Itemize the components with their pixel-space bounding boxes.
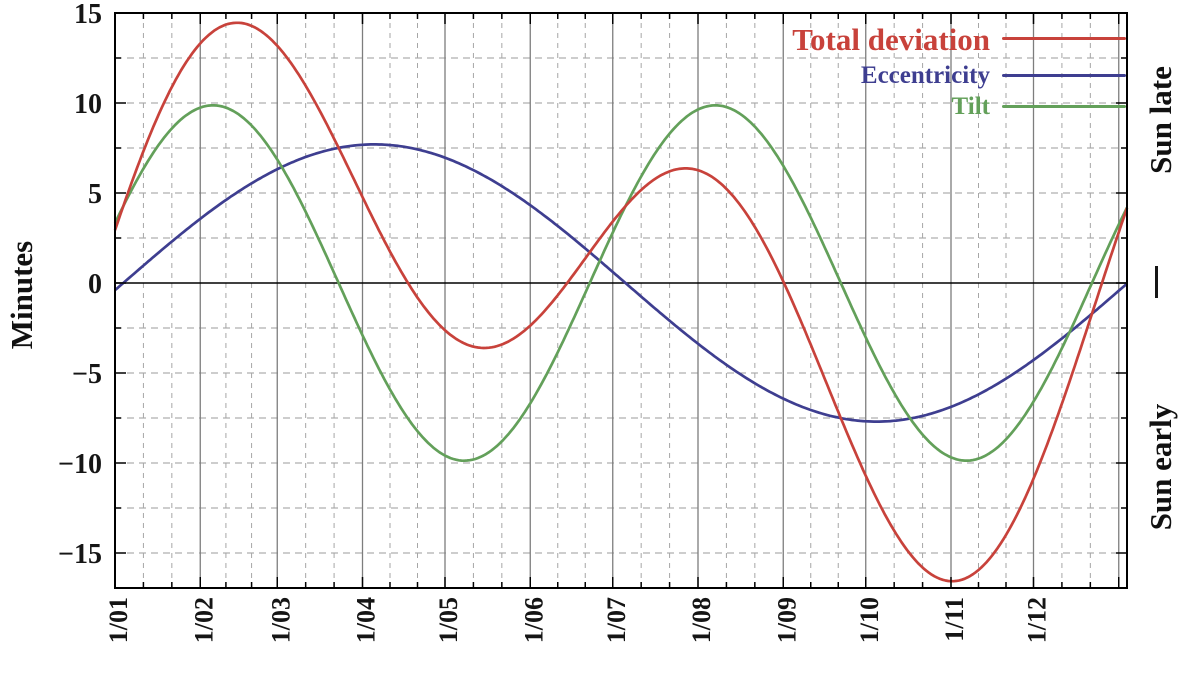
right-label-sun-early: Sun early [1143,403,1178,531]
y-tick-label: −10 [58,449,102,480]
x-tick-label: 1/11 [940,597,969,642]
right-axis-zero-tick [1155,266,1158,298]
y-tick-label: 5 [88,179,102,210]
x-tick-label: 1/08 [687,597,716,643]
x-tick-label: 1/07 [602,597,631,643]
y-tick-label: −15 [58,539,102,570]
series-line-total-deviation [113,21,1129,583]
legend-label-total-deviation: Total deviation [792,22,990,57]
y-tick-label: 0 [88,269,102,300]
series-line-tilt [113,103,1129,463]
y-tick-label: 15 [74,0,102,30]
y-tick-label: −5 [72,359,102,390]
legend-label-eccentricity: Eccentricity [860,62,990,89]
x-tick-labels: 1/01 1/02 1/03 1/04 1/05 1/06 1/07 1/08 1/09 1/10… [104,597,1052,643]
legend-line-tilt [1002,105,1126,108]
x-tick-label: 1/06 [519,597,548,643]
x-tick-label: 1/04 [352,597,381,643]
y-axis-title: Minutes [4,240,39,350]
right-label-sun-late: Sun late [1143,66,1178,174]
x-tick-label: 1/12 [1023,597,1052,643]
x-tick-label: 1/09 [772,597,801,643]
axis-ticks [114,12,1127,588]
x-tick-label: 1/02 [189,597,218,643]
y-tick-label: 10 [74,89,102,120]
legend-label-tilt: Tilt [951,93,990,120]
y-tick-labels: 15 10 5 0 −5 −10 −15 [58,0,102,570]
x-tick-label: 1/05 [434,597,463,643]
series-line-eccentricity [114,143,1128,423]
x-tick-label: 1/03 [266,597,295,643]
x-tick-label: 1/10 [855,597,884,643]
legend-line-total-deviation [1002,37,1126,40]
x-tick-label: 1/01 [104,597,133,643]
plot-frame [114,12,1128,589]
legend-line-eccentricity [1002,74,1126,77]
